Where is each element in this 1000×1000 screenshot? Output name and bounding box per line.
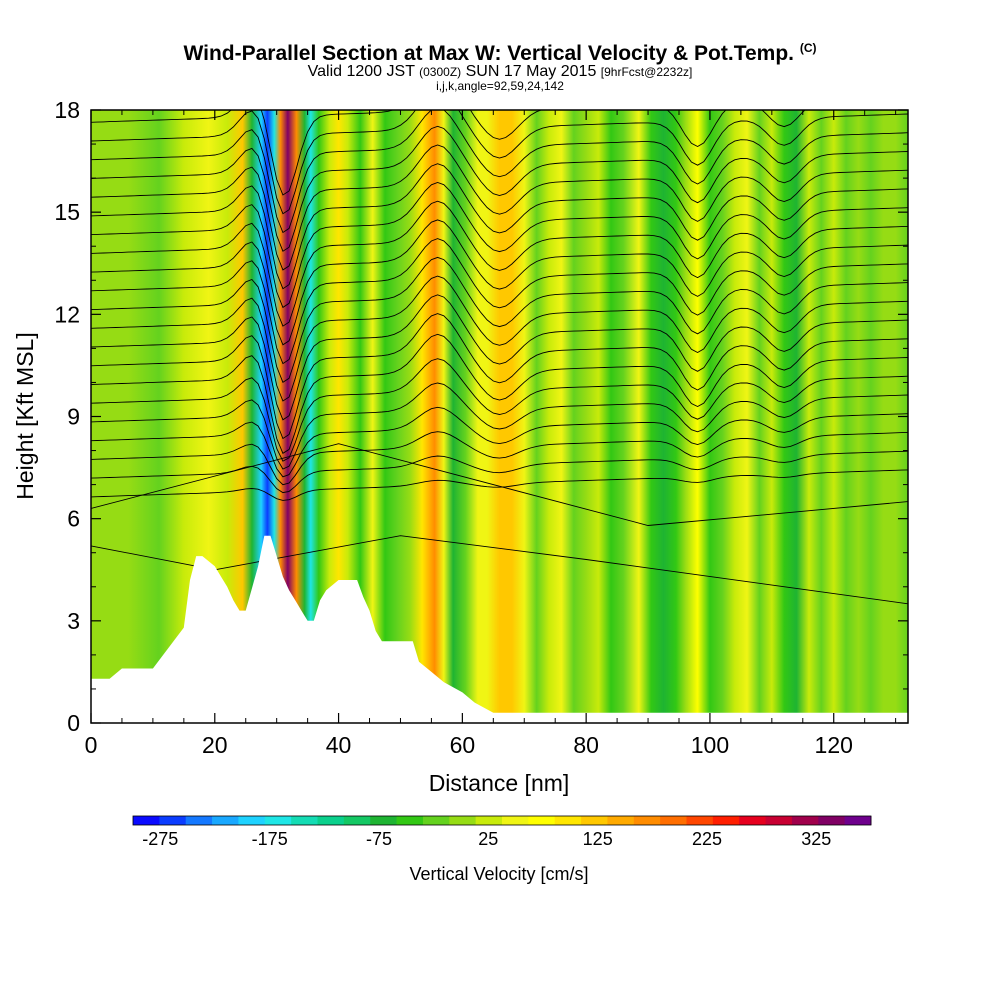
valid-time-line: Valid 1200 JST (0300Z) SUN 17 May 2015 [… (0, 64, 1000, 80)
colorbar-swatch (133, 816, 160, 825)
chart-title: Wind-Parallel Section at Max W: Vertical… (0, 36, 1000, 66)
x-tick-label: 120 (815, 732, 853, 758)
theta-contour (91, 443, 908, 526)
theta-contour (91, 163, 908, 290)
theta-contour (91, 182, 908, 309)
colorbar-label: Vertical Velocity [cm/s] (409, 864, 588, 884)
theta-contour (91, 333, 908, 454)
y-tick-label: 12 (54, 301, 80, 327)
theta-contour (91, 125, 908, 252)
theta-contour (91, 238, 908, 365)
theta-contour (91, 406, 908, 478)
chart-title-text: Wind-Parallel Section at Max W: Vertical… (183, 42, 794, 65)
colorbar-swatch (185, 816, 213, 825)
x-tick-label: 60 (450, 732, 476, 758)
colorbar-swatch (370, 816, 397, 825)
colorbar-swatch (317, 816, 345, 825)
theta-contour (91, 275, 908, 402)
colorbar-swatch (238, 816, 266, 825)
valid-time-utc: (0300Z) (419, 65, 462, 79)
y-tick-label: 18 (54, 97, 80, 123)
theta-contour (91, 144, 908, 271)
colorbar-swatch (396, 816, 424, 825)
colorbar-tick-label: 25 (478, 829, 498, 849)
valid-date: SUN 17 May 2015 (465, 63, 597, 80)
colorbar-swatch (581, 816, 608, 825)
colorbar-tick-label: -175 (252, 829, 288, 849)
colorbar-tick-label: 125 (583, 829, 613, 849)
theta-contour (91, 358, 908, 462)
theta-contour (91, 110, 908, 215)
colorbar-swatch (212, 816, 239, 825)
theta-contour (91, 219, 908, 346)
forecast-info: [9hrFcst@2232z] (600, 65, 693, 79)
colorbar-swatch (686, 816, 714, 825)
colorbar-swatch (528, 816, 556, 825)
theta-contour (91, 469, 908, 501)
colorbar-swatch (343, 816, 371, 825)
colorbar-tick-label: -75 (366, 829, 392, 849)
potential-temperature-contours (91, 110, 908, 605)
y-axis-label: Height [Kft MSL] (12, 332, 38, 499)
theta-contour (91, 313, 908, 440)
colorbar-swatch (159, 816, 187, 825)
y-tick-label: 3 (67, 608, 80, 634)
theta-contour (91, 535, 908, 605)
y-tick-label: 9 (67, 404, 80, 430)
colorbar-swatch (633, 816, 661, 825)
colorbar-swatch (739, 816, 766, 825)
y-axis: 0 3 6 9 12 15 18 (54, 97, 908, 736)
y-tick-label: 6 (67, 506, 80, 532)
y-tick-label: 0 (67, 710, 80, 736)
title-block: Wind-Parallel Section at Max W: Vertical… (0, 36, 1000, 93)
x-tick-label: 0 (85, 732, 98, 758)
terrain-mask (91, 535, 908, 723)
x-tick-label: 20 (202, 732, 228, 758)
colorbar-swatch (502, 816, 529, 825)
copyright-mark: (C) (799, 41, 817, 55)
colorbar-swatch (712, 816, 740, 825)
x-tick-label: 100 (691, 732, 729, 758)
colorbar-swatch (449, 816, 477, 825)
colorbar-swatch (660, 816, 687, 825)
colorbar-swatch (422, 816, 450, 825)
colorbar-swatch (765, 816, 793, 825)
colorbar-swatch (554, 816, 582, 825)
theta-contour (91, 110, 806, 196)
theta-contour (91, 110, 908, 234)
grid-indices: i,j,k,angle=92,59,24,142 (436, 79, 564, 93)
x-tick-label: 80 (573, 732, 599, 758)
x-axis: 0 20 40 60 80 100 120 (85, 110, 897, 758)
theta-contour (91, 256, 908, 383)
colorbar-swatch (264, 816, 292, 825)
colorbar-swatch (291, 816, 318, 825)
colorbar-tick-label: -275 (142, 829, 178, 849)
colorbar: -275 -175 -75 25 125 225 325 (132, 815, 872, 849)
colorbar-swatch (475, 816, 503, 825)
colorbar-swatch (818, 816, 846, 825)
colorbar-tick-label: 325 (801, 829, 831, 849)
y-tick-label: 15 (54, 199, 80, 225)
colorbar-tick-label: 225 (692, 829, 722, 849)
theta-contour (91, 200, 908, 327)
colorbar-swatch (844, 816, 872, 825)
theta-contour (91, 431, 908, 486)
colorbar-frame (132, 815, 872, 826)
theta-contour (91, 382, 908, 470)
colorbar-swatch (791, 816, 819, 825)
theta-contour (91, 294, 908, 421)
valid-time-jst: Valid 1200 JST (307, 63, 415, 80)
colorbar-swatch (607, 816, 635, 825)
x-axis-label: Distance [nm] (429, 770, 570, 796)
x-tick-label: 40 (326, 732, 352, 758)
